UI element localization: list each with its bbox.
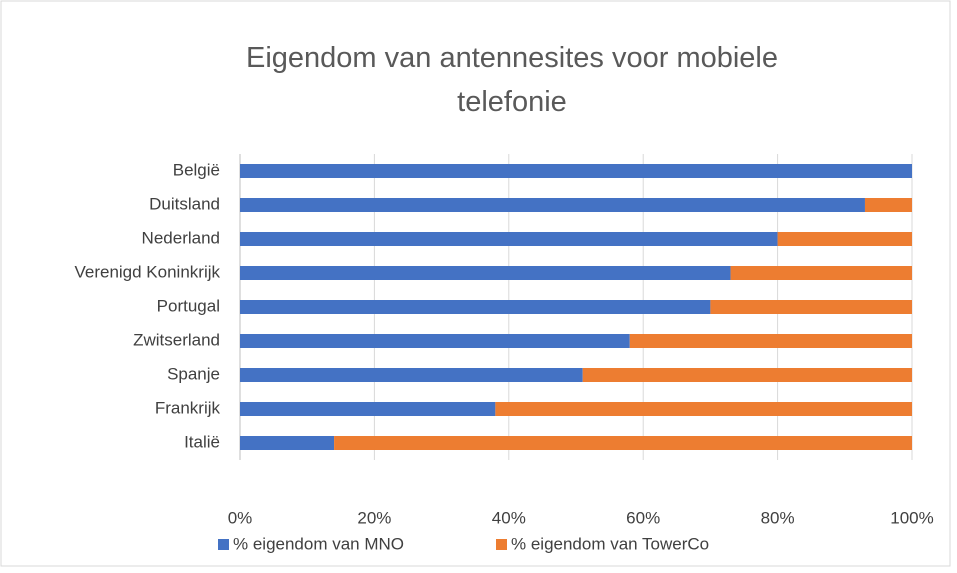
bar-segment: [240, 300, 711, 314]
bar-segment: [629, 334, 912, 348]
x-tick-label: 20%: [357, 508, 391, 527]
bar-segment: [240, 198, 865, 212]
bar-segment: [240, 232, 778, 246]
y-tick-label: België: [173, 160, 220, 179]
bar-segment: [710, 300, 912, 314]
bar-segment: [240, 402, 496, 416]
y-tick-label: Spanje: [167, 364, 220, 383]
y-tick-label: Duitsland: [149, 194, 220, 213]
bar-segment: [240, 334, 630, 348]
y-tick-label: Nederland: [142, 228, 220, 247]
legend-swatch: [496, 539, 507, 550]
bar-segment: [240, 368, 583, 382]
bar-segment: [240, 164, 912, 178]
y-tick-label: Italië: [184, 432, 220, 451]
bar-segment: [582, 368, 912, 382]
x-tick-label: 0%: [228, 508, 253, 527]
legend-label: % eigendom van TowerCo: [511, 534, 709, 553]
bar-segment: [495, 402, 912, 416]
bar-segment: [864, 198, 912, 212]
x-tick-label: 60%: [626, 508, 660, 527]
chart-title: Eigendom van antennesites voor mobiele t…: [246, 42, 778, 118]
bar-segment: [240, 266, 731, 280]
y-tick-label: Verenigd Koninkrijk: [74, 262, 220, 281]
x-tick-label: 40%: [492, 508, 526, 527]
bar-segment: [777, 232, 912, 246]
legend-label: % eigendom van MNO: [233, 534, 404, 553]
y-tick-label: Zwitserland: [133, 330, 220, 349]
x-tick-label: 80%: [761, 508, 795, 527]
y-tick-label: Frankrijk: [155, 398, 221, 417]
x-tick-label: 100%: [890, 508, 933, 527]
bar-segment: [240, 436, 335, 450]
legend-swatch: [218, 539, 229, 550]
bar-segment: [334, 436, 913, 450]
bar-segment: [730, 266, 912, 280]
y-tick-label: Portugal: [157, 296, 220, 315]
